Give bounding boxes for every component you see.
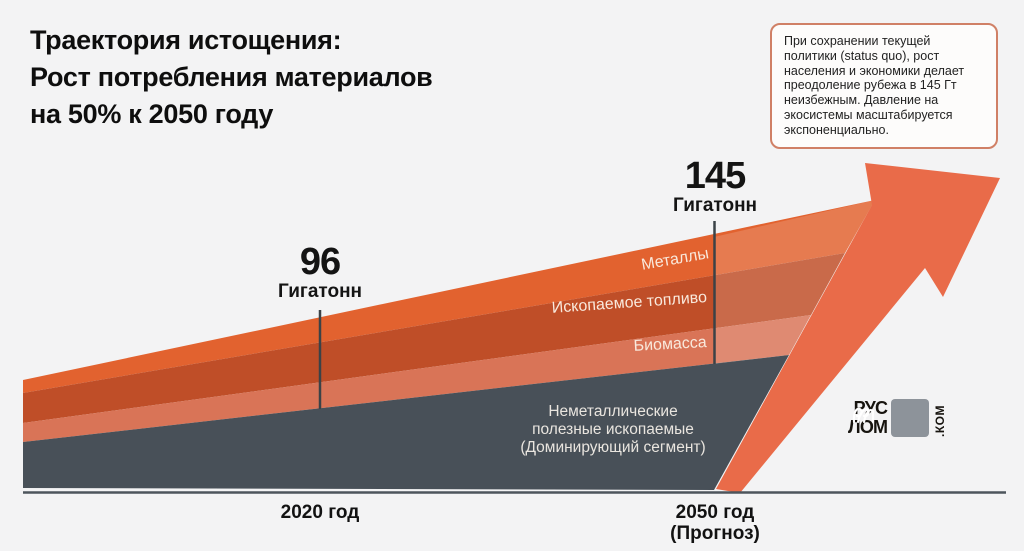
- ruslom-logo-emblem: [852, 399, 930, 437]
- band-biomass: [23, 315, 811, 442]
- x-axis-label-2050: 2050 год (Прогноз): [670, 502, 760, 544]
- growth-arrow: [716, 163, 1000, 493]
- marker-unit-96: Гигатонн: [277, 281, 363, 302]
- projection-fade-overlay: [714, 200, 875, 364]
- band-metals: [23, 200, 875, 393]
- ruslom-logo-glyph: [852, 407, 875, 424]
- marker-value-96: 96: [299, 241, 341, 283]
- x-axis-label-2020: 2020 год: [280, 502, 360, 523]
- marker-unit-145: Гигатонн: [672, 195, 758, 216]
- status-quo-callout: При сохранении текущей политики (status …: [770, 23, 998, 149]
- band-nonmetallic-minerals: [23, 355, 789, 490]
- band-label-nonmetallic-minerals: Неметаллические полезные ископаемые (Дом…: [520, 403, 706, 456]
- ruslom-logo: РУС ЛОМ .КОМ: [848, 399, 947, 437]
- ruslom-logo-suffix: .КОМ: [933, 405, 948, 437]
- marker-label-2020: 96 Гигатонн: [220, 243, 420, 302]
- band-fossil-fuel: [23, 253, 845, 423]
- marker-value-145: 145: [684, 155, 746, 197]
- marker-label-2050: 145 Гигатонн: [615, 157, 815, 216]
- slide-title: Траектория истощения: Рост потребления м…: [30, 25, 433, 129]
